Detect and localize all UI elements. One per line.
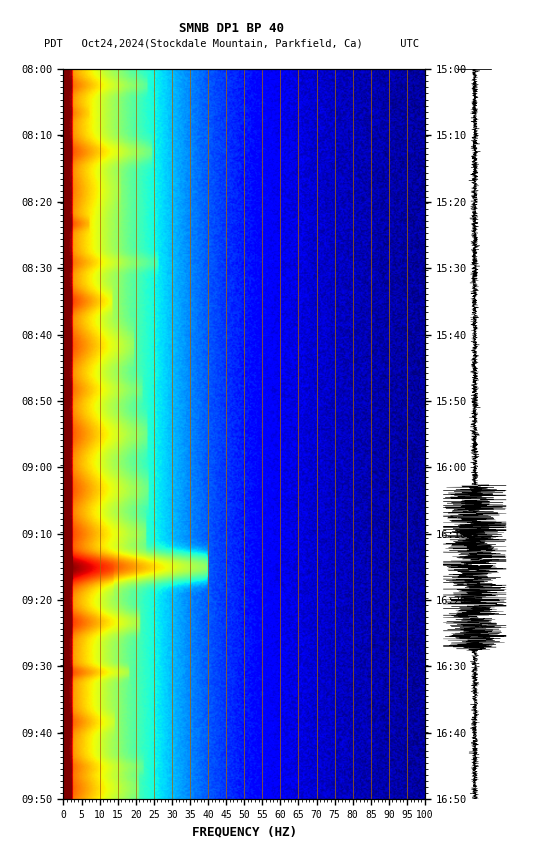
X-axis label: FREQUENCY (HZ): FREQUENCY (HZ) [192,825,297,838]
Text: PDT   Oct24,2024(Stockdale Mountain, Parkfield, Ca)      UTC: PDT Oct24,2024(Stockdale Mountain, Parkf… [44,38,420,48]
Text: SMNB DP1 BP 40: SMNB DP1 BP 40 [179,22,284,35]
